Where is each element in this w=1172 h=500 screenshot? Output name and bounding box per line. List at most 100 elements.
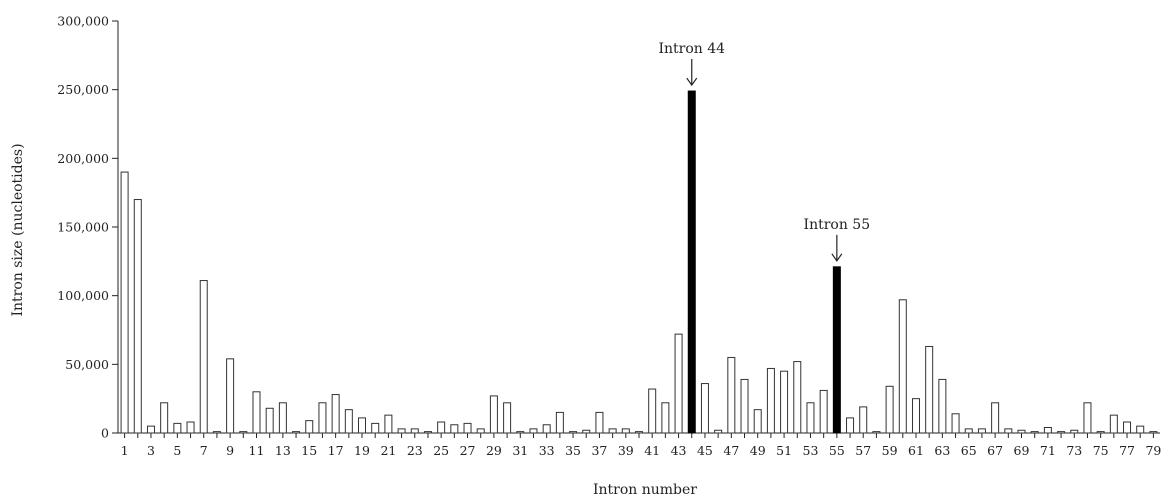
bar-intron-69 xyxy=(1017,429,1026,434)
bar-intron-62 xyxy=(925,345,934,434)
bar-intron-54 xyxy=(819,389,828,434)
bar-intron-65 xyxy=(964,428,973,434)
bar-intron-21 xyxy=(384,414,393,434)
bar-intron-59 xyxy=(885,385,894,434)
bar-intron-38 xyxy=(608,428,617,434)
bar-intron-49 xyxy=(753,409,762,434)
bar-intron-56 xyxy=(846,417,855,434)
bar-intron-27 xyxy=(463,422,472,434)
y-tick-label: 250,000 xyxy=(57,82,109,97)
bar-intron-40 xyxy=(635,431,643,434)
x-tick-label: 47 xyxy=(723,443,739,458)
bar-intron-8 xyxy=(212,431,221,434)
bar-intron-78 xyxy=(1136,425,1145,434)
bar-intron-48 xyxy=(740,378,749,434)
x-tick-label: 69 xyxy=(1014,443,1030,458)
x-tick-label: 5 xyxy=(173,443,181,458)
x-tick-label: 59 xyxy=(882,443,898,458)
bar-intron-41 xyxy=(648,388,657,434)
bar-intron-79 xyxy=(1149,431,1158,434)
x-tick-label: 77 xyxy=(1119,443,1135,458)
bar-intron-32 xyxy=(529,428,538,434)
bar-intron-36 xyxy=(582,429,591,434)
bar-intron-16 xyxy=(318,402,327,434)
annotations: Intron 44 Intron 55 xyxy=(658,41,870,262)
bar-intron-70 xyxy=(1030,431,1039,434)
bar-intron-64 xyxy=(951,413,960,434)
y-ticks: 0 50,000 100,000 150,000 200,000 250,000 300,0… xyxy=(57,14,118,441)
bar-highlighted-intron-55 xyxy=(832,266,841,434)
x-tick-label: 57 xyxy=(855,443,871,458)
x-tick-label: 41 xyxy=(644,443,660,458)
x-tick-label: 11 xyxy=(249,443,265,458)
bar-intron-30 xyxy=(503,402,512,434)
x-tick-label: 31 xyxy=(512,443,528,458)
bar-intron-26 xyxy=(450,424,459,434)
bar-intron-57 xyxy=(859,406,868,434)
bar-intron-63 xyxy=(938,378,947,434)
y-tick-label: 0 xyxy=(101,426,109,441)
x-axis-title: Intron number xyxy=(593,482,697,498)
x-tick-label: 15 xyxy=(301,443,317,458)
bar-intron-9 xyxy=(226,358,235,434)
bar-intron-15 xyxy=(305,420,314,434)
x-tick-label: 71 xyxy=(1040,443,1056,458)
bar-intron-17 xyxy=(331,394,340,434)
bar-intron-37 xyxy=(595,411,604,434)
bar-intron-13 xyxy=(278,402,287,434)
x-tick-label: 79 xyxy=(1145,443,1161,458)
bar-intron-71 xyxy=(1043,427,1052,434)
bar-intron-66 xyxy=(977,428,986,434)
bar-intron-19 xyxy=(358,417,367,434)
bar-intron-24 xyxy=(423,431,432,434)
x-tick-label: 13 xyxy=(275,443,291,458)
x-tick-label: 61 xyxy=(908,443,924,458)
bars xyxy=(120,90,1158,434)
bar-intron-31 xyxy=(516,431,525,434)
bar-intron-25 xyxy=(437,421,446,434)
y-tick-label: 200,000 xyxy=(57,151,109,166)
bar-intron-50 xyxy=(766,367,775,434)
bar-intron-73 xyxy=(1070,429,1079,434)
bar-intron-6 xyxy=(186,421,195,434)
bar-intron-5 xyxy=(173,422,182,434)
bar-intron-52 xyxy=(793,361,802,434)
x-tick-label: 19 xyxy=(354,443,370,458)
bar-highlighted-intron-44 xyxy=(687,90,696,434)
x-tick-label: 43 xyxy=(671,443,687,458)
x-tick-label: 51 xyxy=(776,443,792,458)
bar-intron-35 xyxy=(569,431,578,434)
bar-intron-39 xyxy=(621,428,630,434)
x-tick-label: 49 xyxy=(750,443,766,458)
x-tick-label: 75 xyxy=(1093,443,1109,458)
bar-intron-18 xyxy=(344,409,353,434)
bar-intron-29 xyxy=(489,395,498,434)
x-tick-label: 17 xyxy=(328,443,344,458)
bar-intron-75 xyxy=(1096,431,1105,434)
bar-intron-14 xyxy=(292,431,301,434)
bar-intron-46 xyxy=(714,429,723,434)
bar-intron-53 xyxy=(806,402,815,434)
x-axis-group: 1 3 5 7 9 11 13 15 17 19 21 23 25 27 29 31 33 35 37 39 41 43 4… xyxy=(118,432,1161,458)
down-arrow-icon xyxy=(686,77,698,87)
bar-intron-60 xyxy=(898,299,907,434)
bar-intron-51 xyxy=(780,370,789,434)
x-tick-label: 9 xyxy=(226,443,234,458)
bar-intron-33 xyxy=(542,424,551,434)
x-tick-label: 63 xyxy=(934,443,950,458)
annotation-label: Intron 44 xyxy=(658,41,725,57)
x-tick-label: 23 xyxy=(407,443,423,458)
bar-intron-3 xyxy=(146,425,155,434)
bar-intron-45 xyxy=(700,383,709,434)
x-tick-label: 29 xyxy=(486,443,502,458)
bar-intron-4 xyxy=(160,402,169,434)
bar-intron-22 xyxy=(397,428,406,434)
y-tick-label: 100,000 xyxy=(57,288,109,303)
bar-intron-72 xyxy=(1057,431,1066,434)
bar-intron-61 xyxy=(911,398,920,434)
y-tick-label: 50,000 xyxy=(65,357,109,372)
x-tick-label: 53 xyxy=(803,443,819,458)
x-tick-label: 7 xyxy=(200,443,208,458)
bar-intron-11 xyxy=(252,391,261,434)
